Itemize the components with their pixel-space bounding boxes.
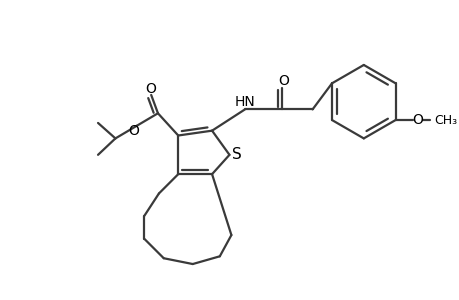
Text: HN: HN xyxy=(234,95,255,109)
Text: CH₃: CH₃ xyxy=(433,113,456,127)
Text: S: S xyxy=(232,147,241,162)
Text: O: O xyxy=(145,82,155,96)
Text: O: O xyxy=(128,124,139,138)
Text: O: O xyxy=(278,74,288,88)
Text: O: O xyxy=(412,113,422,127)
